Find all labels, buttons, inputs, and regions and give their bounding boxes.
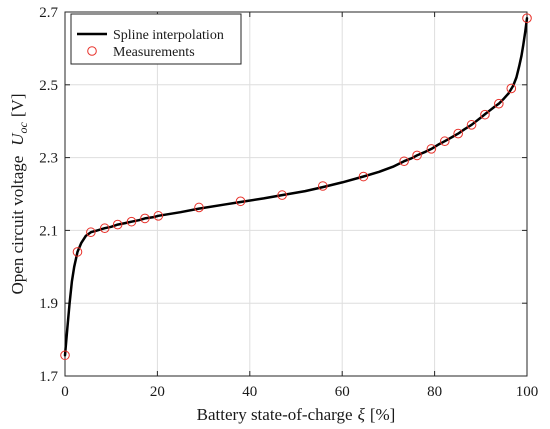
measurement-point [99,223,110,234]
label-layer: 0 20 40 60 80 100 1.7 1.9 2.1 2.3 2.5 2.7 [39,5,538,400]
y-tick-label: 2.3 [39,151,58,167]
spline-interpolation-line [63,16,529,357]
measurement-point [153,211,164,221]
legend-marker-swatch [87,46,97,56]
measurement-point [60,350,70,361]
measurement-point [126,216,137,227]
y-axis-label: Open circuit voltage Uoc [V] [8,94,30,295]
measurement-point [522,13,532,23]
measurement-point [277,190,287,200]
legend-label-measurements: Measurements [113,45,195,60]
measurement-point [399,156,409,167]
plot-frame [64,11,528,377]
x-axis-label-text: Battery state-of-charge [197,405,353,424]
x-tick-label: 100 [516,384,539,400]
measurement-point [317,181,328,191]
y-tick-label: 2.1 [39,223,58,239]
tick-layer [64,11,528,377]
y-tick-label: 2.7 [39,5,58,21]
x-axis-symbol: ξ [358,405,366,424]
measurement-point [235,196,246,207]
measurement-point [412,150,422,161]
measurement-point [112,219,123,230]
x-tick-label: 60 [335,384,350,400]
measurement-point [506,83,517,94]
legend-label-spline: Spline interpolation [113,28,224,43]
measurement-point [194,202,204,213]
measurement-point [480,109,490,120]
y-tick-label: 1.7 [39,369,58,385]
series-layer [60,13,532,361]
y-axis-label-text: Open circuit voltage [8,156,27,295]
measurement-point [140,213,150,224]
y-tick-label: 2.5 [39,78,58,94]
y-axis-subscript: oc [16,121,30,133]
x-tick-label: 40 [242,384,257,400]
y-axis-unit: [V] [8,94,27,118]
x-axis-unit: [%] [370,405,395,424]
x-tick-label: 0 [61,384,69,400]
measurement-point [453,128,463,139]
measurement-point [494,98,504,109]
measurement-point [72,247,83,257]
legend-box [70,13,242,65]
measurement-point [466,120,477,130]
measurement-point [426,144,437,154]
measurement-point [439,136,450,147]
x-tick-label: 20 [150,384,165,400]
y-axis-symbol: U [8,132,27,146]
measurement-point [358,171,369,182]
x-axis-label: Battery state-of-charge ξ [%] [197,405,396,424]
measurement-point [86,227,96,238]
legend: Spline interpolation Measurements [70,13,242,65]
y-tick-label: 1.9 [39,296,58,312]
grid-layer [65,12,527,376]
x-tick-label: 80 [427,384,442,400]
